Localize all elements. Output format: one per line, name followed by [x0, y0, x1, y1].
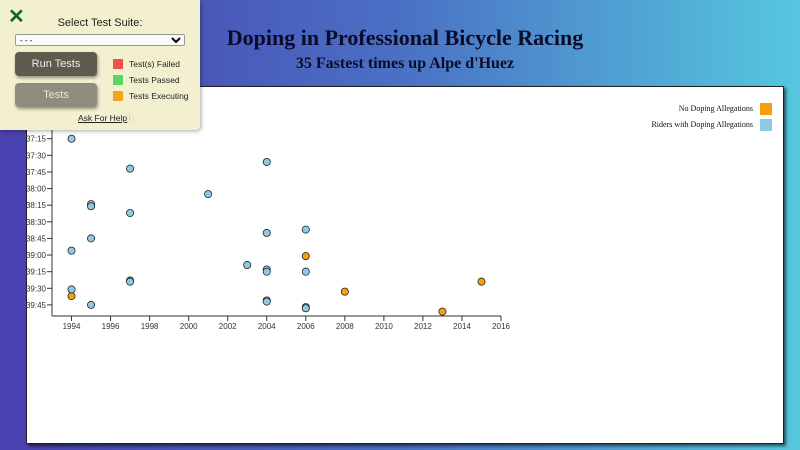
x-tick: 2012 [414, 316, 432, 331]
legend-failed: Test(s) Failed [113, 59, 180, 69]
y-tick: 38:30 [26, 218, 52, 227]
x-tick-label: 2004 [258, 322, 276, 331]
y-tick-label: 38:45 [26, 234, 47, 243]
failed-swatch [113, 59, 123, 69]
legend-label: Test(s) Failed [129, 59, 181, 69]
dot-doping [301, 225, 310, 234]
x-tick: 1998 [141, 316, 159, 331]
x-tick: 2008 [336, 316, 354, 331]
x-tick-label: 1996 [102, 322, 120, 331]
legend-passed: Tests Passed [113, 75, 180, 85]
passed-swatch [113, 75, 123, 85]
dot-doping [126, 277, 135, 286]
dot-no-doping [301, 252, 310, 261]
y-tick: 39:15 [26, 268, 52, 277]
x-tick-label: 2006 [297, 322, 315, 331]
dot-doping [67, 285, 76, 294]
y-tick: 37:30 [26, 151, 52, 160]
legend-label: No Doping Allegations [679, 104, 753, 113]
chart-container [26, 86, 784, 444]
y-tick-label: 37:30 [26, 151, 47, 160]
y-tick: 38:00 [26, 185, 52, 194]
dot-no-doping [67, 292, 76, 301]
x-tick-label: 2002 [219, 322, 237, 331]
legend-executing: Tests Executing [113, 91, 189, 101]
y-tick-label: 38:00 [26, 185, 47, 194]
dot-doping [67, 246, 76, 255]
run-tests-button[interactable]: Run Tests [15, 52, 97, 76]
legend-swatch [760, 119, 772, 131]
x-tick: 2016 [492, 316, 510, 331]
y-tick-label: 39:00 [26, 251, 47, 260]
x-tick: 2014 [453, 316, 471, 331]
ask-for-help-link[interactable]: Ask For Help [78, 113, 128, 123]
dot-doping [262, 297, 271, 306]
dot-doping [262, 267, 271, 276]
y-tick-label: 37:45 [26, 168, 47, 177]
x-tick: 2010 [375, 316, 393, 331]
x-tick: 2000 [180, 316, 198, 331]
y-tick-label: 38:15 [26, 201, 47, 210]
y-tick: 37:15 [26, 135, 52, 144]
x-tick-label: 1998 [141, 322, 159, 331]
legend-label: Tests Passed [129, 75, 180, 85]
select-test-suite-label: Select Test Suite: [57, 17, 143, 29]
dot-doping [87, 234, 96, 243]
executing-swatch [113, 91, 123, 101]
x-tick: 2006 [297, 316, 315, 331]
x-axis: 1994 1996 1998 2000 2002 2004 2006 2008 2010 2012… [52, 315, 510, 331]
info-circle-icon[interactable]: ⓘ [125, 113, 135, 123]
y-tick: 38:15 [26, 201, 52, 210]
y-tick-label: 37:15 [26, 135, 47, 144]
dot-no-doping [438, 307, 447, 316]
y-tick-label: 39:15 [26, 268, 47, 277]
x-tick-label: 1994 [63, 322, 81, 331]
page-subtitle: 35 Fastest times up Alpe d'Huez [295, 55, 515, 72]
y-tick: 39:00 [26, 251, 52, 260]
test-panel: ✕ Select Test Suite: - - - Run Tests Tes… [0, 0, 200, 130]
y-tick: 39:30 [26, 284, 52, 293]
y-tick: 37:45 [26, 168, 52, 177]
dot-doping [301, 267, 310, 276]
test-suite-select[interactable]: - - - [15, 34, 185, 46]
dot-doping [204, 190, 213, 199]
y-tick-label: 39:30 [26, 284, 47, 293]
x-tick: 1994 [63, 316, 81, 331]
dot-doping [67, 134, 76, 143]
dot-doping [243, 261, 252, 270]
legend-label: Tests Executing [129, 91, 189, 101]
y-tick-label: 38:30 [26, 218, 47, 227]
y-tick-label: 39:45 [26, 301, 47, 310]
x-tick: 1996 [102, 316, 120, 331]
page-title: Doping in Professional Bicycle Racing [226, 25, 584, 50]
y-tick: 39:45 [26, 301, 52, 310]
x-tick-label: 2014 [453, 322, 471, 331]
x-tick-label: 2010 [375, 322, 393, 331]
dot-doping [87, 202, 96, 211]
legend-swatch [760, 103, 772, 115]
dot-doping [126, 208, 135, 217]
y-tick: 38:45 [26, 234, 52, 243]
dot-doping [262, 157, 271, 166]
dot-no-doping [340, 287, 349, 296]
data-points [67, 134, 486, 316]
dot-doping [126, 164, 135, 173]
x-tick-label: 2012 [414, 322, 432, 331]
dot-doping [87, 300, 96, 309]
y-axis: 37:0037:1537:3037:4538:0038:1538:3038:45… [26, 111, 53, 316]
dot-doping [301, 304, 310, 313]
legend: No Doping Allegations Riders with Doping… [651, 103, 772, 131]
x-tick-label: 2000 [180, 322, 198, 331]
tests-button[interactable]: Tests [15, 83, 97, 107]
x-tick: 2004 [258, 316, 276, 331]
dot-doping [262, 228, 271, 237]
dot-no-doping [477, 277, 486, 286]
x-tick: 2002 [219, 316, 237, 331]
x-tick-label: 2016 [492, 322, 510, 331]
x-tick-label: 2008 [336, 322, 354, 331]
close-icon[interactable]: ✕ [8, 6, 25, 28]
legend-label: Riders with Doping Allegations [651, 120, 753, 129]
